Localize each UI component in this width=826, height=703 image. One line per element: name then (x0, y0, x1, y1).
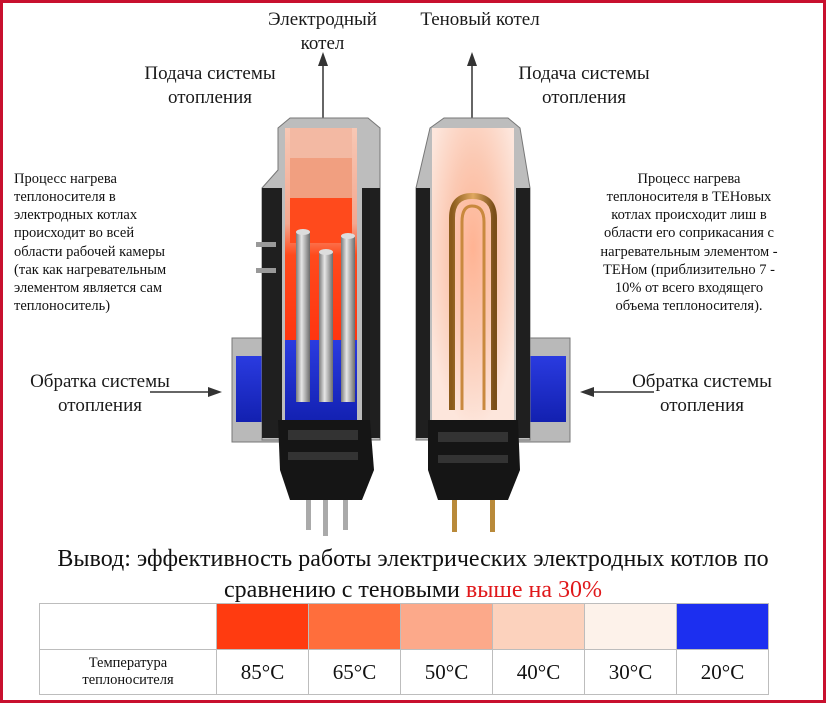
legend-temp: 65°C (308, 649, 401, 695)
conclusion-highlight: выше на 30% (465, 577, 602, 603)
conclusion-line-1: Вывод: эффективность работы электрически… (57, 546, 769, 572)
legend-swatch (584, 603, 677, 650)
ten-description: Процесс нагрева теплоносителя в ТЕНовых … (600, 171, 778, 314)
supply-label-right: Подача системы отопления (518, 63, 650, 108)
legend-color-row (39, 603, 769, 650)
electrode-description: Процесс нагрева теплоносителя в электрод… (14, 171, 167, 314)
legend-temp: 50°C (400, 649, 493, 695)
return-label-left: Обратка системы отопления (30, 371, 170, 416)
conclusion-text: сравнению с теновыми (224, 577, 466, 603)
electrode-boiler (231, 117, 381, 536)
legend-temp-row: Температура теплоносителя 85°C 65°C 50°C… (39, 649, 769, 695)
legend-temp: 40°C (492, 649, 585, 695)
legend-swatch (308, 603, 401, 650)
return-arrow-left (150, 387, 222, 397)
legend-swatch (216, 603, 309, 650)
supply-arrow-right (467, 52, 477, 118)
ten-boiler (415, 117, 571, 532)
ten-boiler-title: Теновый котел (420, 9, 540, 30)
legend-blank-cell (39, 603, 217, 650)
legend-temp: 20°C (676, 649, 769, 695)
legend-temp: 85°C (216, 649, 309, 695)
supply-arrow-left (318, 52, 328, 118)
legend-swatch (676, 603, 769, 650)
supply-label-left: Подача системы отопления (144, 63, 276, 108)
return-label-right: Обратка системы отопления (632, 371, 772, 416)
legend-swatch (492, 603, 585, 650)
legend-row-label: Температура теплоносителя (39, 649, 217, 695)
legend-swatch (400, 603, 493, 650)
conclusion-line-2: сравнению с теновыми выше на 30% (0, 575, 826, 606)
return-arrow-right (580, 387, 654, 397)
temperature-legend: Температура теплоносителя 85°C 65°C 50°C… (39, 603, 769, 695)
legend-temp: 30°C (584, 649, 677, 695)
electrode-boiler-title: Электродный котел (268, 9, 377, 54)
